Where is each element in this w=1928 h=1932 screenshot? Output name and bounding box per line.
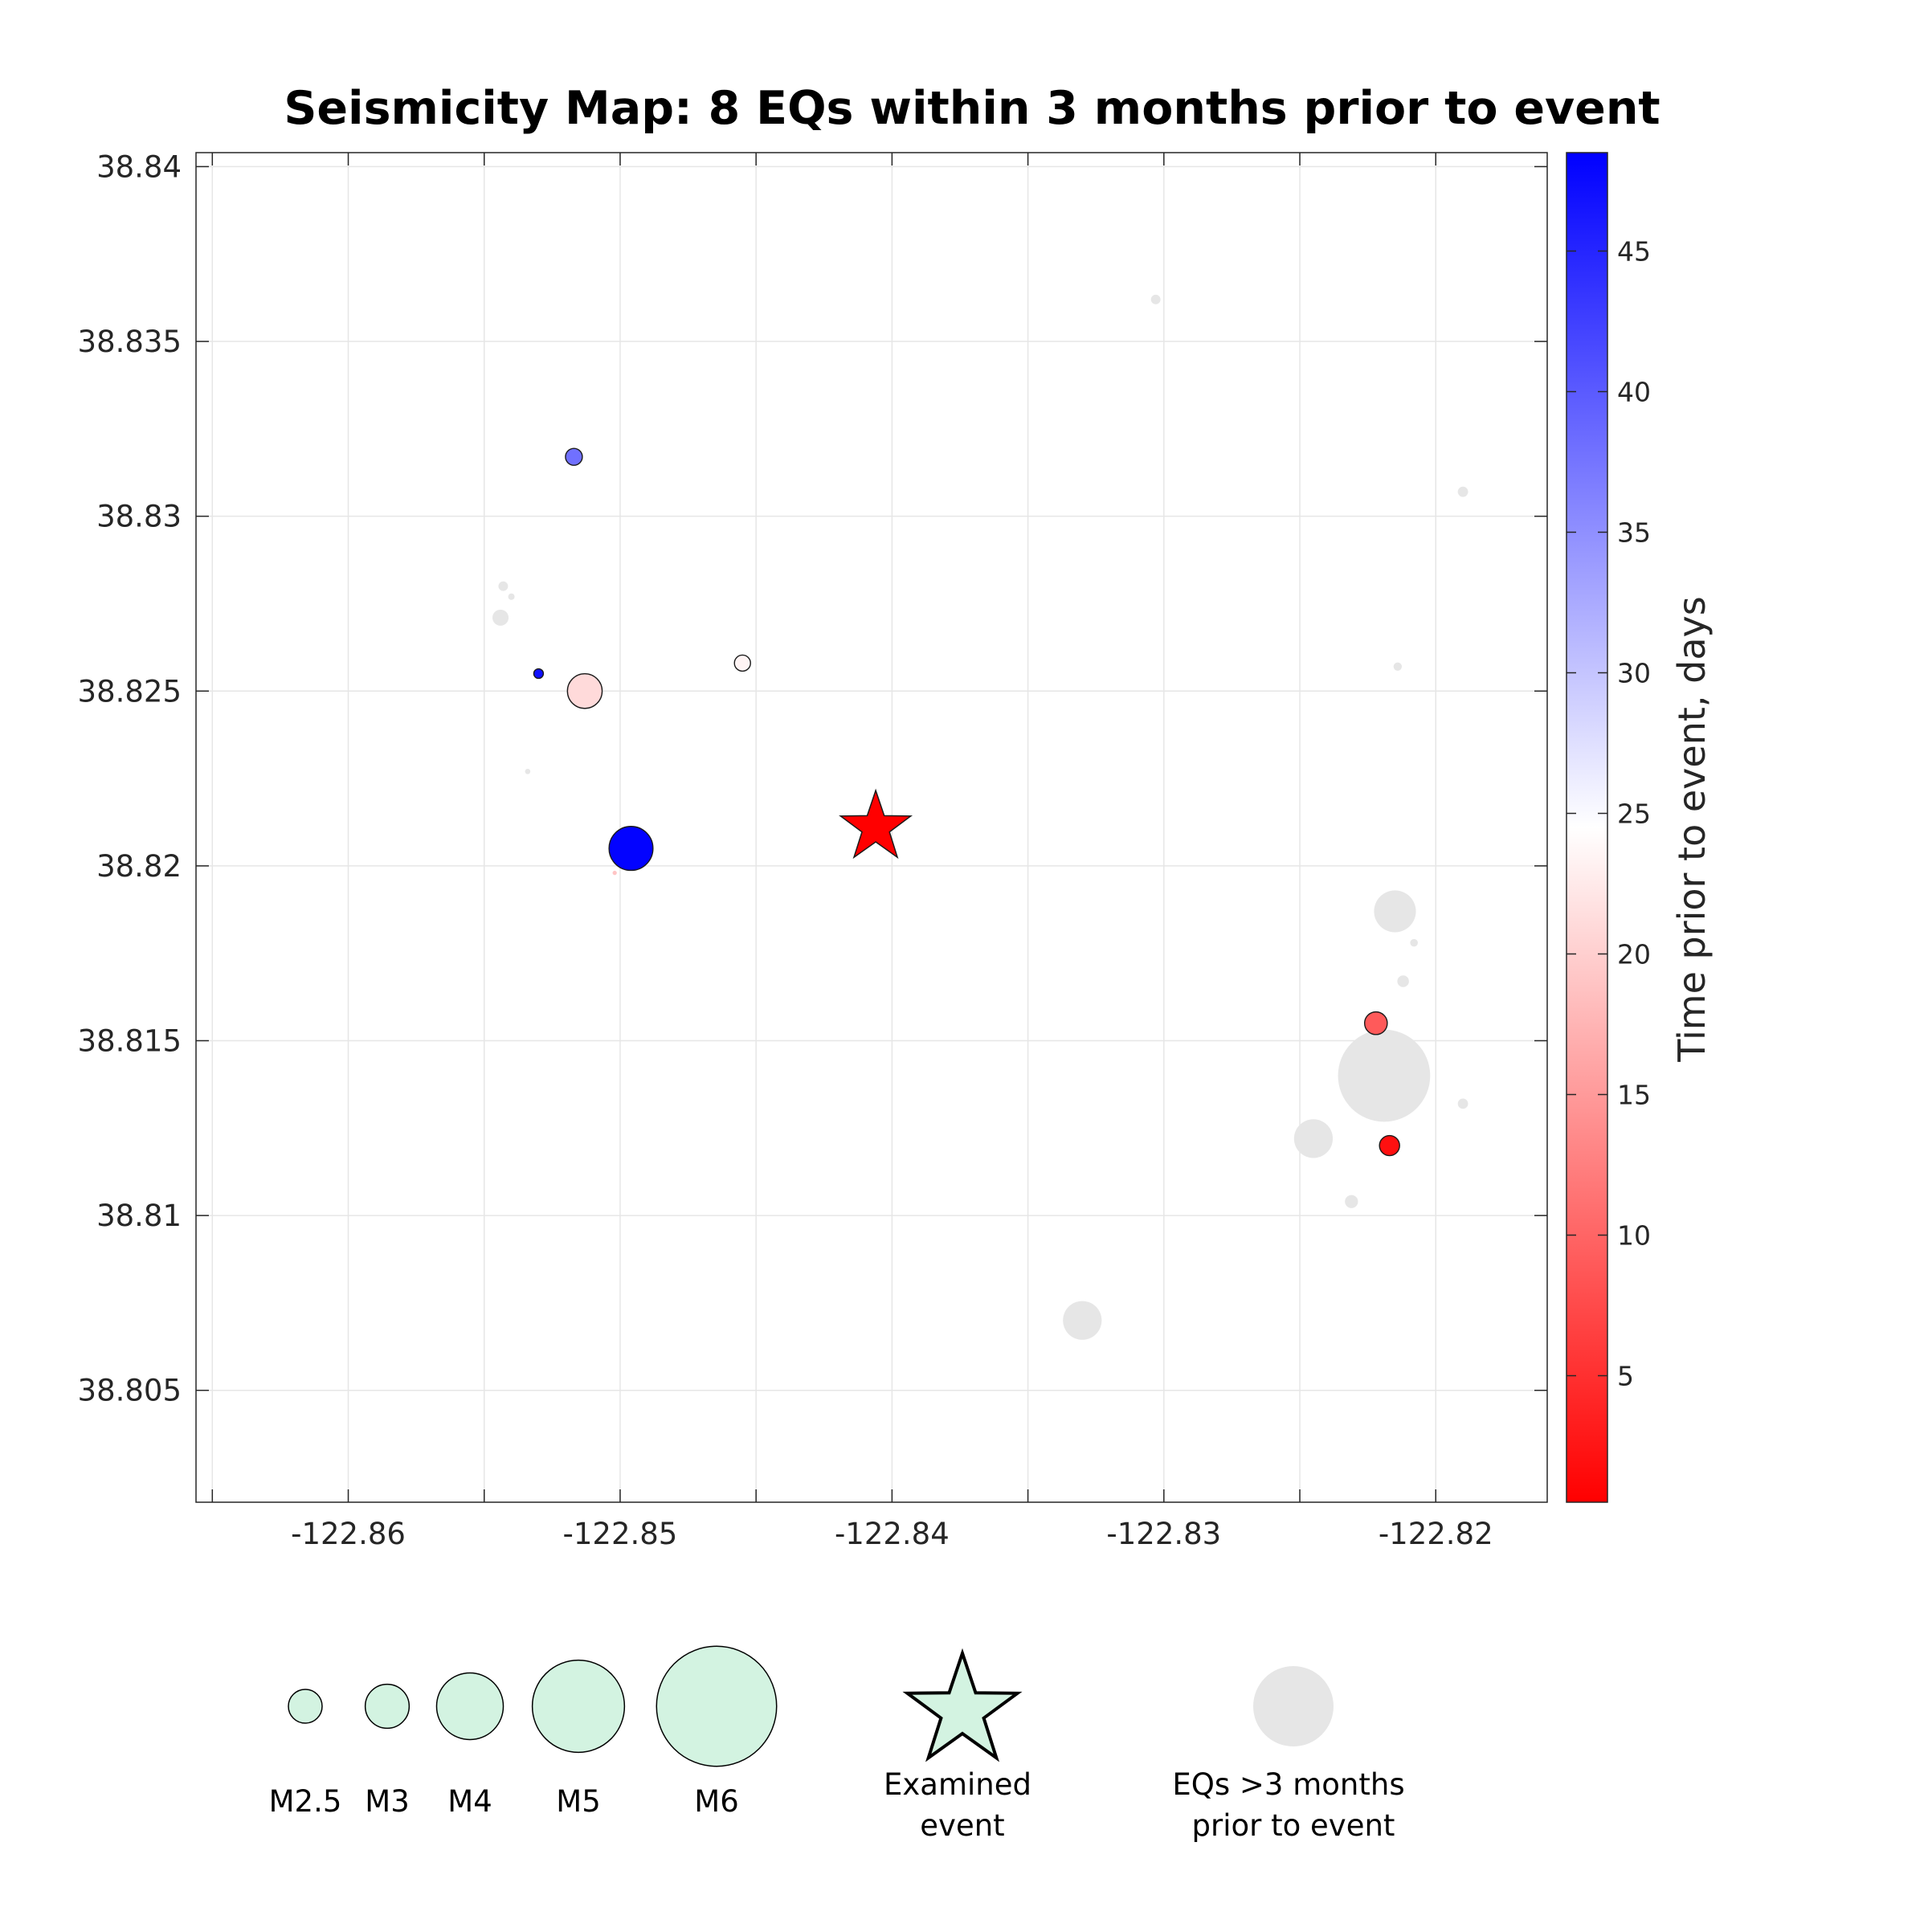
older-event-marker	[1457, 486, 1468, 497]
y-tick-label: 38.84	[96, 149, 182, 184]
older-event-marker	[1374, 890, 1416, 933]
older-event-marker	[1397, 975, 1409, 987]
older-event-marker	[498, 581, 509, 591]
colorbar-tick-label: 10	[1617, 1220, 1651, 1252]
recent-events-layer	[533, 447, 1400, 1157]
recent-event-marker	[612, 870, 617, 876]
y-tick-label: 38.83	[96, 500, 182, 534]
x-tick-label: -122.86	[291, 1517, 406, 1551]
colorbar-tick-label: 40	[1617, 377, 1651, 408]
older-event-marker	[1338, 1029, 1431, 1122]
legend-magnitude-circle	[531, 1659, 626, 1754]
legend-older-label: EQs >3 months	[1172, 1767, 1404, 1802]
colorbar-tick-label: 20	[1617, 939, 1651, 970]
recent-event-marker	[1363, 1011, 1388, 1035]
legend-examined-label: Examined	[884, 1767, 1031, 1802]
examined-event-star	[839, 788, 913, 860]
older-events-layer	[492, 294, 1468, 1340]
grid-lines	[196, 153, 1547, 1502]
recent-event-marker	[733, 654, 751, 672]
recent-event-marker	[565, 447, 583, 466]
colorbar-tick-label: 5	[1617, 1361, 1634, 1392]
colorbar-label: Time prior to event, days	[1670, 596, 1714, 1062]
recent-event-marker	[533, 668, 545, 680]
recent-event-marker	[1379, 1134, 1400, 1157]
legend-magnitude-circle	[656, 1645, 778, 1767]
axis-ticks: -122.86 -122.85 -122.84 -122.83 -122.82 38.80…	[78, 149, 1547, 1551]
colorbar-gradient	[1566, 152, 1608, 1503]
older-event-marker	[1410, 938, 1418, 947]
plot-frame	[195, 152, 1548, 1503]
legend-magnitude-label: M4	[447, 1784, 492, 1819]
legend-magnitude-circle	[435, 1672, 504, 1741]
recent-event-marker	[608, 826, 654, 872]
colorbar: Time prior to event, days 5 10 15 20 25 30 35 4…	[1566, 152, 1714, 1503]
older-event-marker	[492, 609, 509, 626]
legend: M2.5 M3 M4 M5 M6 Examined event EQs >3 months pr…	[269, 1645, 1405, 1843]
colorbar-tick-label: 35	[1617, 517, 1651, 549]
y-tick-label: 38.835	[78, 325, 182, 359]
legend-magnitude-label: M5	[556, 1784, 600, 1819]
y-tick-label: 38.81	[96, 1199, 182, 1233]
older-event-marker	[1393, 662, 1403, 671]
older-event-marker	[1345, 1195, 1358, 1208]
legend-magnitude-label: M6	[694, 1784, 738, 1819]
recent-event-marker	[566, 672, 603, 709]
x-tick-label: -122.83	[1106, 1517, 1221, 1551]
examined-event-layer	[839, 788, 913, 860]
legend-magnitude-circle	[364, 1683, 411, 1730]
legend-examined-label: event	[920, 1808, 1004, 1843]
colorbar-tick-label: 15	[1617, 1080, 1651, 1111]
y-tick-label: 38.825	[78, 674, 182, 709]
legend-examined-star	[902, 1648, 1023, 1762]
chart-title: Seismicity Map: 8 EQs within 3 months pr…	[284, 82, 1660, 135]
colorbar-tick-label: 45	[1617, 236, 1651, 268]
legend-older-label: prior to event	[1192, 1808, 1395, 1843]
older-event-marker	[1150, 294, 1161, 304]
y-tick-label: 38.805	[78, 1374, 182, 1408]
legend-magnitude-label: M2.5	[269, 1784, 342, 1819]
y-tick-label: 38.815	[78, 1023, 182, 1058]
colorbar-tick-label: 30	[1617, 658, 1651, 689]
legend-older-circle	[1253, 1666, 1334, 1746]
legend-magnitude-circle	[288, 1689, 323, 1724]
colorbar-tick-label: 25	[1617, 799, 1651, 830]
older-event-marker	[1293, 1119, 1334, 1158]
y-tick-label: 38.82	[96, 849, 182, 884]
x-tick-label: -122.82	[1379, 1517, 1493, 1551]
x-tick-label: -122.85	[563, 1517, 678, 1551]
legend-magnitude-label: M3	[365, 1784, 409, 1819]
older-event-marker	[525, 769, 531, 774]
older-event-marker	[1063, 1301, 1102, 1340]
older-event-marker	[1457, 1098, 1468, 1109]
x-tick-label: -122.84	[835, 1517, 950, 1551]
older-event-marker	[508, 593, 515, 600]
